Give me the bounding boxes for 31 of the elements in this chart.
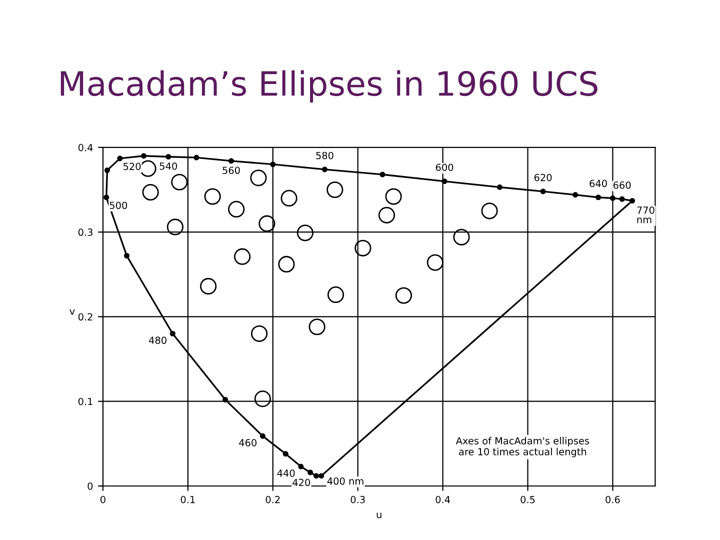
annotation: 400 nm	[327, 477, 364, 485]
annotation: 460	[239, 439, 256, 446]
annotation: 640	[590, 180, 607, 188]
annotation: 600	[436, 164, 454, 172]
x-tick-label: 0.3	[350, 496, 365, 504]
annotation: 420	[292, 478, 310, 486]
y-axis-title: v	[70, 309, 75, 315]
y-tick-label: 0.2	[78, 313, 92, 321]
x-tick-label: 0.1	[180, 496, 195, 504]
x-tick-label: 0.6	[606, 496, 620, 504]
y-tick-label: 0.3	[78, 228, 92, 236]
annotation: 440	[277, 469, 295, 477]
annotation: 520	[123, 162, 141, 170]
x-tick-label: 0.4	[436, 496, 450, 504]
x-axis-title: u	[376, 512, 382, 518]
chart-title: Macadam’s Ellipses in 1960 UCS	[60, 70, 598, 103]
y-tick-label: 0.1	[78, 398, 92, 406]
annotation: 580	[316, 152, 334, 160]
annotation: Axes of MacAdam's ellipses are 10 times actual length	[456, 436, 590, 458]
annotation: 560	[222, 166, 240, 174]
y-tick-label: 0	[88, 482, 93, 490]
annotation: 660	[613, 181, 631, 189]
annotation: 500	[110, 202, 128, 210]
x-tick-label: 0	[100, 496, 106, 504]
annotation: 620	[534, 174, 552, 182]
x-tick-label: 0.5	[520, 496, 535, 504]
annotation: 770 nm	[637, 206, 654, 224]
annotation: 480	[148, 336, 166, 344]
y-tick-label: 0.4	[78, 144, 93, 152]
annotation: 540	[160, 162, 178, 170]
x-tick-label: 0.2	[266, 496, 280, 504]
